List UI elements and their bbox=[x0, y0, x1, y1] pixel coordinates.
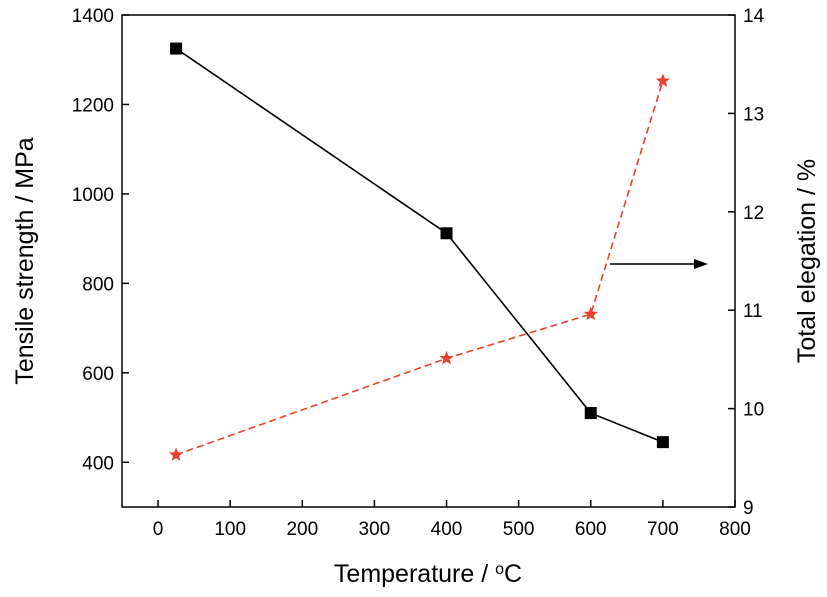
square-marker bbox=[170, 42, 183, 55]
right-y-tick-label: 14 bbox=[743, 6, 765, 27]
plot-frame bbox=[121, 14, 736, 508]
star-marker bbox=[583, 306, 598, 321]
star-marker bbox=[439, 350, 454, 365]
left-y-axis-ticks: 400 600 800 1000 1200 1400 bbox=[72, 6, 129, 474]
left-y-tick-label: 1200 bbox=[72, 95, 114, 116]
series-2-line bbox=[175, 80, 664, 456]
right-y-tick-label: 9 bbox=[743, 498, 754, 519]
left-y-tick-label: 400 bbox=[82, 453, 114, 474]
x-tick-label: 600 bbox=[575, 519, 607, 540]
annotation-layer bbox=[610, 259, 708, 269]
star-marker bbox=[168, 447, 184, 461]
square-marker bbox=[440, 227, 453, 240]
x-tick-label: 300 bbox=[359, 519, 391, 540]
x-tick-label: 0 bbox=[153, 519, 164, 540]
left-y-tick-label: 800 bbox=[82, 274, 114, 295]
right-y-tick-label: 13 bbox=[743, 104, 764, 125]
star-marker bbox=[655, 73, 671, 87]
right-y-tick-label: 10 bbox=[743, 400, 764, 421]
right-y-tick-label: 12 bbox=[743, 203, 764, 224]
x-tick-label: 800 bbox=[719, 519, 751, 540]
right-y-tick-label: 11 bbox=[743, 301, 763, 322]
x-tick-label: 100 bbox=[214, 519, 246, 540]
x-axis-title-unit: C bbox=[504, 560, 522, 588]
x-axis-title: Temperature / oC bbox=[334, 560, 522, 588]
square-marker bbox=[584, 407, 597, 420]
x-tick-label: 400 bbox=[431, 519, 463, 540]
x-axis-title-text: Temperature / bbox=[334, 560, 495, 588]
left-y-tick-label: 600 bbox=[82, 364, 114, 385]
right-y-axis-title: Total elegation / % bbox=[793, 159, 821, 363]
left-y-axis-title: Tensile strength / MPa bbox=[11, 137, 39, 384]
series-1-line bbox=[175, 47, 664, 443]
left-y-tick-label: 1400 bbox=[72, 6, 114, 27]
x-tick-label: 500 bbox=[503, 519, 535, 540]
arrow-head bbox=[694, 259, 708, 269]
right-y-axis-ticks: 9 10 11 12 13 14 bbox=[728, 6, 765, 519]
x-axis-ticks: 0 100 200 300 400 500 600 700 800 bbox=[153, 500, 751, 540]
square-marker bbox=[656, 436, 669, 449]
series-layer bbox=[168, 42, 671, 461]
left-y-tick-label: 1000 bbox=[72, 185, 114, 206]
x-tick-label: 700 bbox=[647, 519, 679, 540]
x-axis-title-degree: o bbox=[495, 561, 504, 578]
x-tick-label: 200 bbox=[286, 519, 318, 540]
